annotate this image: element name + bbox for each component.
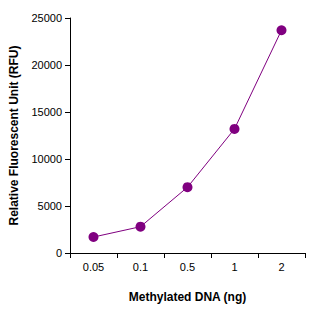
svg-text:0.05: 0.05 — [83, 261, 104, 273]
svg-text:10000: 10000 — [31, 153, 62, 165]
svg-text:5000: 5000 — [38, 200, 62, 212]
svg-text:2: 2 — [278, 261, 284, 273]
svg-text:0.5: 0.5 — [180, 261, 195, 273]
svg-text:15000: 15000 — [31, 106, 62, 118]
svg-text:25000: 25000 — [31, 12, 62, 24]
svg-text:Relative Fluorescent Unit (RFU: Relative Fluorescent Unit (RFU) — [7, 45, 21, 225]
svg-text:20000: 20000 — [31, 59, 62, 71]
svg-text:1: 1 — [231, 261, 237, 273]
svg-text:Methylated DNA (ng): Methylated DNA (ng) — [129, 290, 247, 304]
svg-text:0: 0 — [56, 247, 62, 259]
svg-text:0.1: 0.1 — [133, 261, 148, 273]
